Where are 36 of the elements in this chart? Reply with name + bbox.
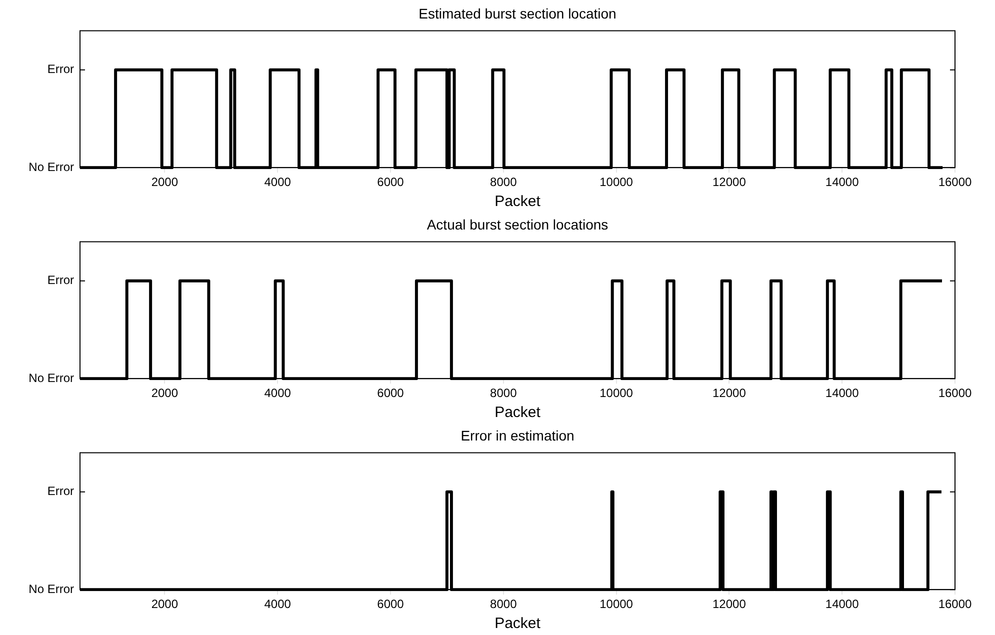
x-tick-label: 10000 <box>600 175 634 190</box>
x-axis-title: Packet <box>494 404 542 422</box>
x-tick-label: 14000 <box>825 175 860 190</box>
x-tick-label: 6000 <box>377 597 404 612</box>
chart-title: Estimated burst section location <box>418 5 616 22</box>
x-tick-label: 6000 <box>377 386 404 400</box>
text: No Error <box>28 370 74 385</box>
x-tick-label: 14000 <box>825 597 860 612</box>
x-tick-label: 8000 <box>490 386 518 400</box>
x-tick-label: 12000 <box>712 175 746 190</box>
x-tick-label: 14000 <box>825 386 860 400</box>
x-tick-label: 2000 <box>151 175 178 190</box>
x-tick-label: 8000 <box>490 597 518 612</box>
x-tick-label: 16000 <box>938 175 972 190</box>
x-tick-label: 12000 <box>712 386 746 400</box>
text: Error <box>47 273 74 288</box>
x-tick-label: 2000 <box>151 386 178 400</box>
x-tick-label: 4000 <box>264 386 292 400</box>
x-tick-label: 10000 <box>600 386 634 400</box>
x-tick-label: 10000 <box>600 597 634 612</box>
x-axis-title: Packet <box>494 193 542 210</box>
x-tick-label: 6000 <box>377 175 404 190</box>
x-tick-label: 4000 <box>264 175 292 190</box>
x-tick-label: 8000 <box>490 175 518 190</box>
text: Error <box>47 484 74 498</box>
chart-title: Error in estimation <box>460 427 574 444</box>
x-tick-label: 12000 <box>712 597 746 612</box>
chart-title: Actual burst section locations <box>426 216 608 232</box>
text: No Error <box>28 582 74 596</box>
x-tick-label: 16000 <box>938 597 972 612</box>
text: No Error <box>28 160 74 174</box>
x-tick-label: 4000 <box>264 597 292 612</box>
x-tick-label: 2000 <box>151 597 178 612</box>
x-axis-title: Packet <box>494 615 542 632</box>
x-tick-label: 16000 <box>938 386 972 400</box>
text: Error <box>47 62 74 76</box>
